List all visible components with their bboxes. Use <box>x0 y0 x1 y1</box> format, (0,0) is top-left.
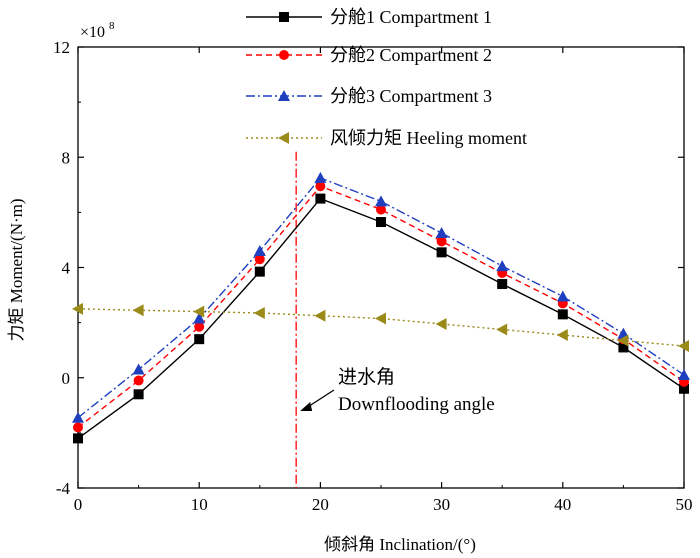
marker-square <box>497 279 508 290</box>
marker-circle <box>194 321 205 332</box>
y-multiplier: ×10 8 <box>80 20 115 41</box>
x-axis-label: 倾斜角 Inclination/(°) <box>324 535 476 554</box>
marker-triangle-up <box>678 368 690 380</box>
x-tick-label: 40 <box>554 495 571 514</box>
marker-triangle-up <box>253 244 266 256</box>
series-3 <box>72 171 690 423</box>
marker-triangle-up <box>496 260 509 272</box>
marker-triangle-left <box>678 340 689 353</box>
marker-triangle-left <box>314 309 326 322</box>
y-tick-label: 0 <box>62 369 71 388</box>
marker-triangle-left <box>193 305 205 318</box>
plot-frame <box>77 46 685 489</box>
axis-ticks <box>77 46 685 489</box>
marker-square <box>254 266 265 277</box>
x-tick-label: 10 <box>191 495 208 514</box>
x-tick-label: 30 <box>433 495 450 514</box>
y-tick-label: 12 <box>53 38 70 57</box>
marker-circle <box>376 204 386 215</box>
marker-triangle-left <box>253 306 265 319</box>
y-tick-label: 4 <box>62 259 71 278</box>
y-multiplier-base: ×10 <box>80 24 105 41</box>
marker-triangle-up <box>278 90 290 101</box>
legend-label: 分舱1 Compartment 1 <box>330 7 492 27</box>
marker-triangle-left <box>617 334 629 347</box>
marker-triangle-up <box>314 171 327 183</box>
marker-circle <box>436 236 447 247</box>
marker-triangle-up <box>193 312 206 324</box>
marker-circle <box>133 375 144 386</box>
marker-triangle-up <box>72 411 84 423</box>
series-line <box>77 308 685 347</box>
marker-triangle-left <box>278 132 289 144</box>
marker-circle <box>254 254 265 265</box>
marker-square <box>194 334 205 345</box>
marker-triangle-left <box>132 304 144 317</box>
marker-square <box>679 383 689 394</box>
x-tick-label: 0 <box>74 495 83 514</box>
marker-square <box>315 193 326 204</box>
x-tick-label: 20 <box>312 495 329 514</box>
marker-triangle-left <box>375 312 386 325</box>
marker-triangle-up <box>132 363 145 375</box>
x-tick-label: 50 <box>676 495 693 514</box>
legend: 分舱1 Compartment 1 分舱2 Compartment 2 分舱3 Co… <box>246 7 527 148</box>
y-axis-label: 力矩 Moment/(N·m) <box>7 198 26 341</box>
marker-square <box>73 433 83 444</box>
marker-circle <box>73 422 83 433</box>
plot-border <box>77 46 685 489</box>
legend-item-1: 分舱1 Compartment 1 <box>246 7 492 27</box>
marker-square <box>557 309 568 320</box>
marker-triangle-left <box>556 329 568 342</box>
y-tick-label: 8 <box>62 148 71 167</box>
legend-label: 分舱3 Compartment 3 <box>330 86 492 106</box>
marker-triangle-up <box>435 227 448 239</box>
marker-square <box>133 389 144 400</box>
downflooding-angle-group <box>295 151 335 488</box>
marker-triangle-up <box>375 195 387 207</box>
marker-square <box>618 342 629 353</box>
marker-circle <box>279 50 289 60</box>
y-multiplier-exponent: 8 <box>109 20 115 32</box>
marker-triangle-left <box>496 323 508 336</box>
legend-item-3: 分舱3 Compartment 3 <box>246 86 492 106</box>
legend-item-2: 分舱2 Compartment 2 <box>246 45 492 65</box>
legend-label: 风倾力矩 Heeling moment <box>330 128 527 148</box>
legend-label: 分舱2 Compartment 2 <box>330 45 492 65</box>
annotation-line1: 进水角 <box>338 366 395 388</box>
marker-triangle-up <box>556 290 569 302</box>
series-1 <box>73 193 689 444</box>
marker-square <box>279 12 289 22</box>
marker-triangle-left <box>435 318 447 331</box>
annotation-line2: Downflooding angle <box>338 394 495 415</box>
legend-item-4: 风倾力矩 Heeling moment <box>246 128 527 148</box>
marker-square <box>376 217 386 228</box>
series-line <box>77 177 685 419</box>
series-line <box>77 185 685 428</box>
annotation-arrow-head <box>300 402 313 411</box>
marker-square <box>436 247 447 258</box>
series-4 <box>72 302 689 353</box>
series-group <box>72 171 690 444</box>
y-tick-label: -4 <box>56 479 71 498</box>
marker-triangle-left <box>72 302 83 315</box>
marker-circle <box>315 181 326 192</box>
